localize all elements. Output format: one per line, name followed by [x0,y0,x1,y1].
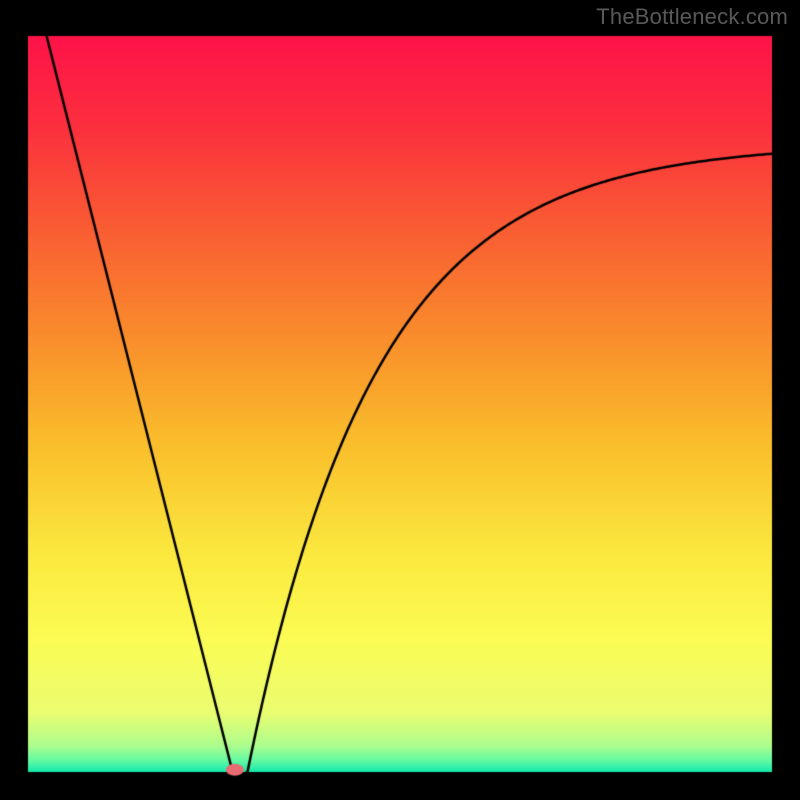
chart-stage: TheBottleneck.com [0,0,800,800]
chart-canvas [0,0,800,800]
